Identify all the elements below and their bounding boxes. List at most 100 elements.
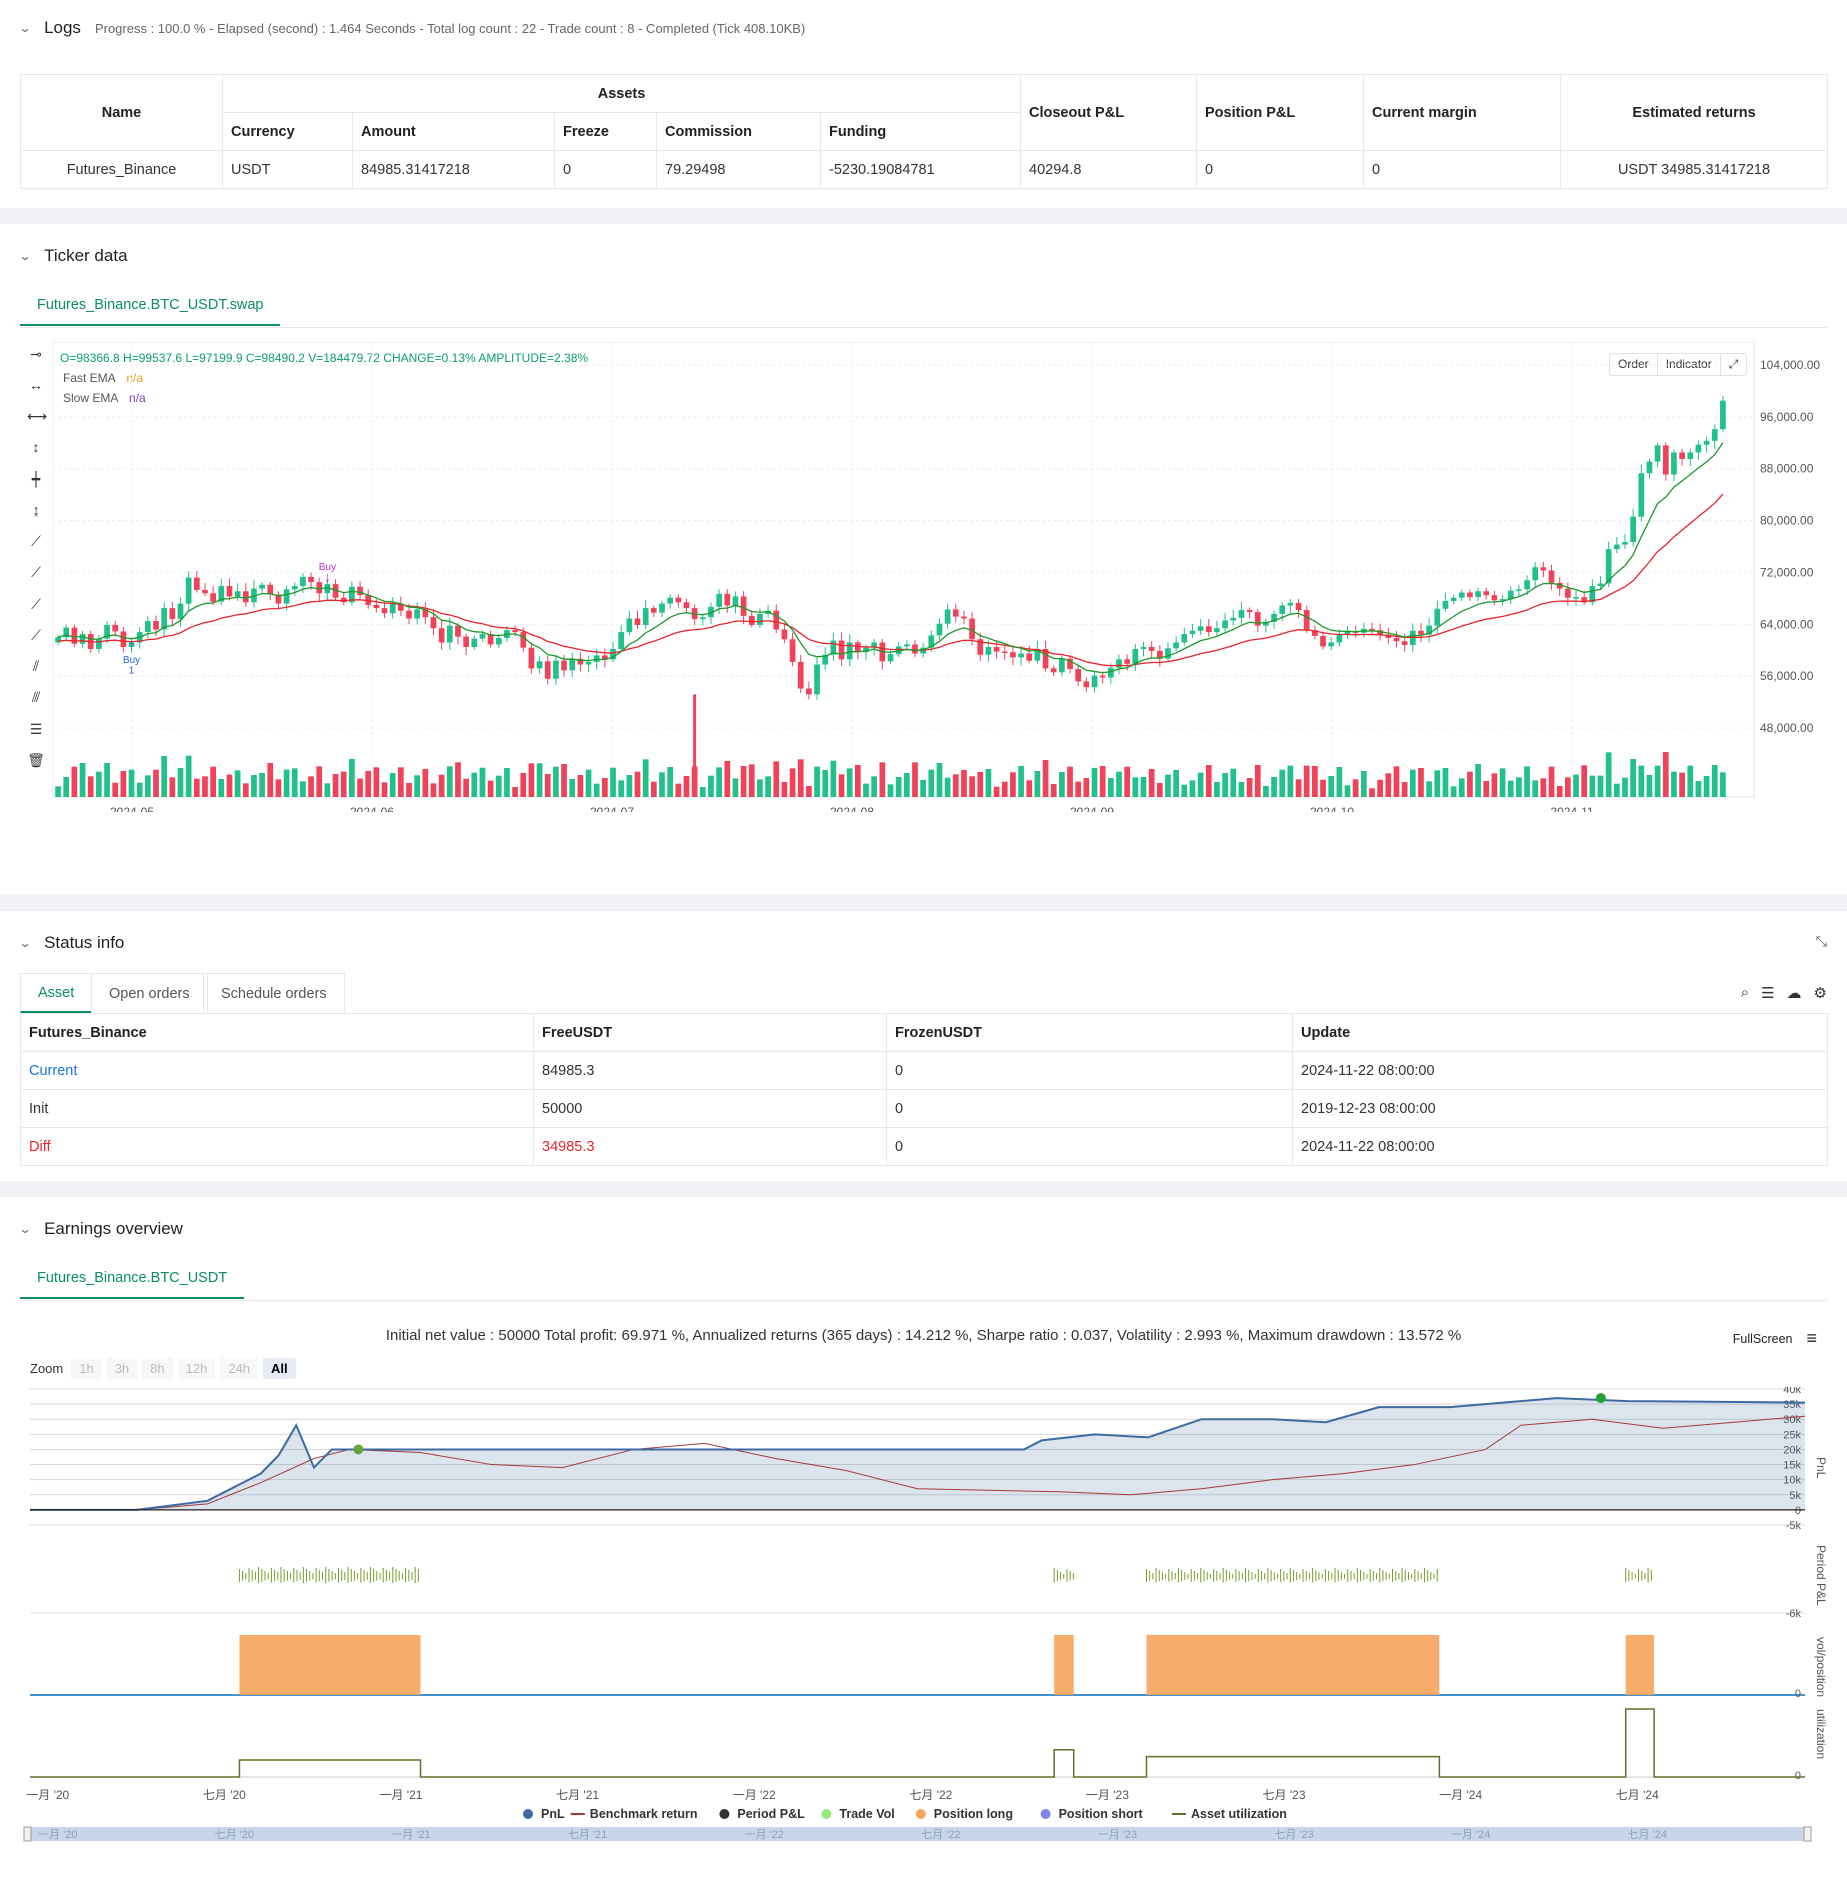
volume-bar	[985, 769, 992, 797]
grid-lines-icon[interactable]: ☰	[29, 721, 43, 737]
menu-icon[interactable]: ≡	[1806, 1328, 1817, 1348]
candle-body	[463, 636, 469, 648]
col-name: Name	[20, 74, 223, 151]
search-icon[interactable]: ⌕	[1740, 984, 1750, 1001]
candle-body	[1540, 567, 1547, 571]
volume-bar	[699, 787, 706, 797]
volume-bar	[618, 780, 625, 797]
candle-body	[169, 608, 176, 620]
volume-bar	[830, 760, 837, 797]
candle-body	[308, 576, 314, 583]
volume-bar	[495, 775, 502, 797]
volume-bar	[1442, 768, 1449, 797]
cloud-download-icon[interactable]: ☁	[1786, 985, 1802, 1002]
segment-icon[interactable]: ⟋	[31, 596, 41, 612]
volume-bar	[1083, 778, 1090, 797]
zoom-24h[interactable]: 24h	[220, 1358, 259, 1379]
cell-update: 2019-12-23 08:00:00	[1292, 1089, 1828, 1128]
tab-btc-usdt[interactable]: Futures_Binance.BTC_USDT	[20, 1259, 245, 1299]
list-icon[interactable]: ☰	[1761, 985, 1775, 1002]
volume-bar	[536, 763, 543, 797]
horizontal-ray-icon[interactable]: ↔	[29, 377, 43, 393]
expand-icon[interactable]: ⤢	[1728, 357, 1739, 371]
slow-ema-line	[58, 493, 1724, 667]
earnings-header[interactable]: ⌄ Earnings overview	[18, 1217, 182, 1241]
chevron-down-icon[interactable]: ⌄	[18, 1222, 32, 1236]
volume-bar	[1263, 786, 1269, 797]
candle-body	[242, 591, 249, 603]
volume-bar	[332, 774, 339, 797]
candle-body	[1671, 452, 1677, 475]
zoom-8h[interactable]: 8h	[142, 1358, 173, 1379]
extended-line-icon[interactable]: ⟷	[27, 408, 48, 424]
candle-body	[912, 644, 918, 654]
candle-body	[1107, 667, 1114, 678]
earnings-summary: Initial net value : 50000 Total profit: …	[385, 1327, 1462, 1344]
zoom-12h[interactable]: 12h	[177, 1358, 216, 1379]
status-header[interactable]: ⌄ Status info	[18, 931, 125, 955]
chevron-down-icon[interactable]: ⌄	[18, 21, 32, 35]
x-tick-label: 2024-08	[830, 805, 874, 812]
candle-body	[1516, 589, 1522, 591]
chevron-down-icon[interactable]: ⌄	[18, 936, 32, 950]
price-line-icon[interactable]: ⟋	[31, 627, 41, 643]
volume-bar	[128, 769, 135, 797]
volume-bar	[357, 778, 363, 797]
candle-body	[814, 664, 820, 695]
candle-body	[275, 594, 282, 604]
zoom-All[interactable]: All	[263, 1358, 296, 1379]
tab-open-orders[interactable]: Open orders	[91, 973, 208, 1013]
logs-header[interactable]: ⌄ Logs Progress : 100.0 % - Elapsed (sec…	[18, 16, 805, 40]
order-button[interactable]: Order	[1610, 354, 1658, 375]
gear-icon[interactable]: ⚙	[1813, 985, 1827, 1002]
parallel-channel-icon[interactable]: ⫽	[32, 658, 40, 674]
candle-body	[1165, 648, 1171, 659]
status-toolbar: ⌕ ☰ ☁ ⚙	[1741, 984, 1827, 1002]
tab-schedule-orders[interactable]: Schedule orders	[203, 973, 345, 1013]
collapse-icon[interactable]: ⤡	[1815, 933, 1827, 949]
slow-ema-legend: Slow EMA n/a	[63, 391, 146, 405]
vertical-segment-icon[interactable]: ┿	[31, 471, 41, 487]
tab-divider	[20, 1300, 1827, 1301]
col-closeout: Closeout P&L	[1020, 74, 1197, 151]
horizontal-line-icon[interactable]: ⊸	[30, 346, 42, 362]
chevron-down-icon[interactable]: ⌄	[18, 249, 32, 263]
zoom-3h[interactable]: 3h	[106, 1358, 138, 1379]
candle-body	[1613, 544, 1620, 550]
volume-bar	[71, 766, 78, 797]
pnl-y-tick: 5k	[1789, 1490, 1801, 1502]
candle-body	[63, 627, 70, 638]
tab-btc-swap[interactable]: Futures_Binance.BTC_USDT.swap	[20, 286, 281, 326]
candle-body	[773, 610, 780, 630]
cell-label: Diff	[20, 1127, 534, 1166]
volume-bar	[634, 771, 641, 797]
earnings-panel: ⌄ Earnings overview Futures_Binance.BTC_…	[0, 1197, 1847, 1881]
fullscreen-button[interactable]: FullScreen	[1732, 1331, 1793, 1346]
navigator-label: 一月 '24	[1451, 1829, 1490, 1841]
trash-icon[interactable]: 🗑	[27, 752, 45, 768]
volume-bar	[895, 777, 902, 797]
candle-body	[1418, 630, 1424, 635]
volume-bar	[1312, 766, 1318, 797]
candle-body	[422, 609, 429, 618]
candle-body	[161, 608, 168, 630]
volume-bar	[952, 774, 959, 797]
ray-line-icon[interactable]: ⟋	[31, 564, 41, 580]
candle-body	[781, 629, 788, 640]
vertical-ray-icon[interactable]: ↨	[32, 502, 40, 518]
status-title: Status info	[44, 933, 125, 952]
candle-body	[1483, 591, 1490, 596]
volume-bar	[1295, 779, 1302, 797]
volume-bar	[1720, 772, 1726, 797]
volume-bar	[104, 763, 110, 797]
volume-bar	[716, 767, 722, 797]
cell-update: 2024-11-22 08:00:00	[1292, 1051, 1828, 1090]
candle-body	[1205, 626, 1212, 633]
trend-line-icon[interactable]: ⟋	[31, 533, 41, 549]
fib-icon[interactable]: ⫻	[31, 689, 41, 705]
volume-bar	[1369, 788, 1375, 797]
tab-asset[interactable]: Asset	[20, 973, 93, 1013]
vertical-line-icon[interactable]: ↕	[32, 439, 40, 455]
zoom-1h[interactable]: 1h	[71, 1358, 102, 1379]
ticker-header[interactable]: ⌄ Ticker data	[18, 244, 127, 268]
